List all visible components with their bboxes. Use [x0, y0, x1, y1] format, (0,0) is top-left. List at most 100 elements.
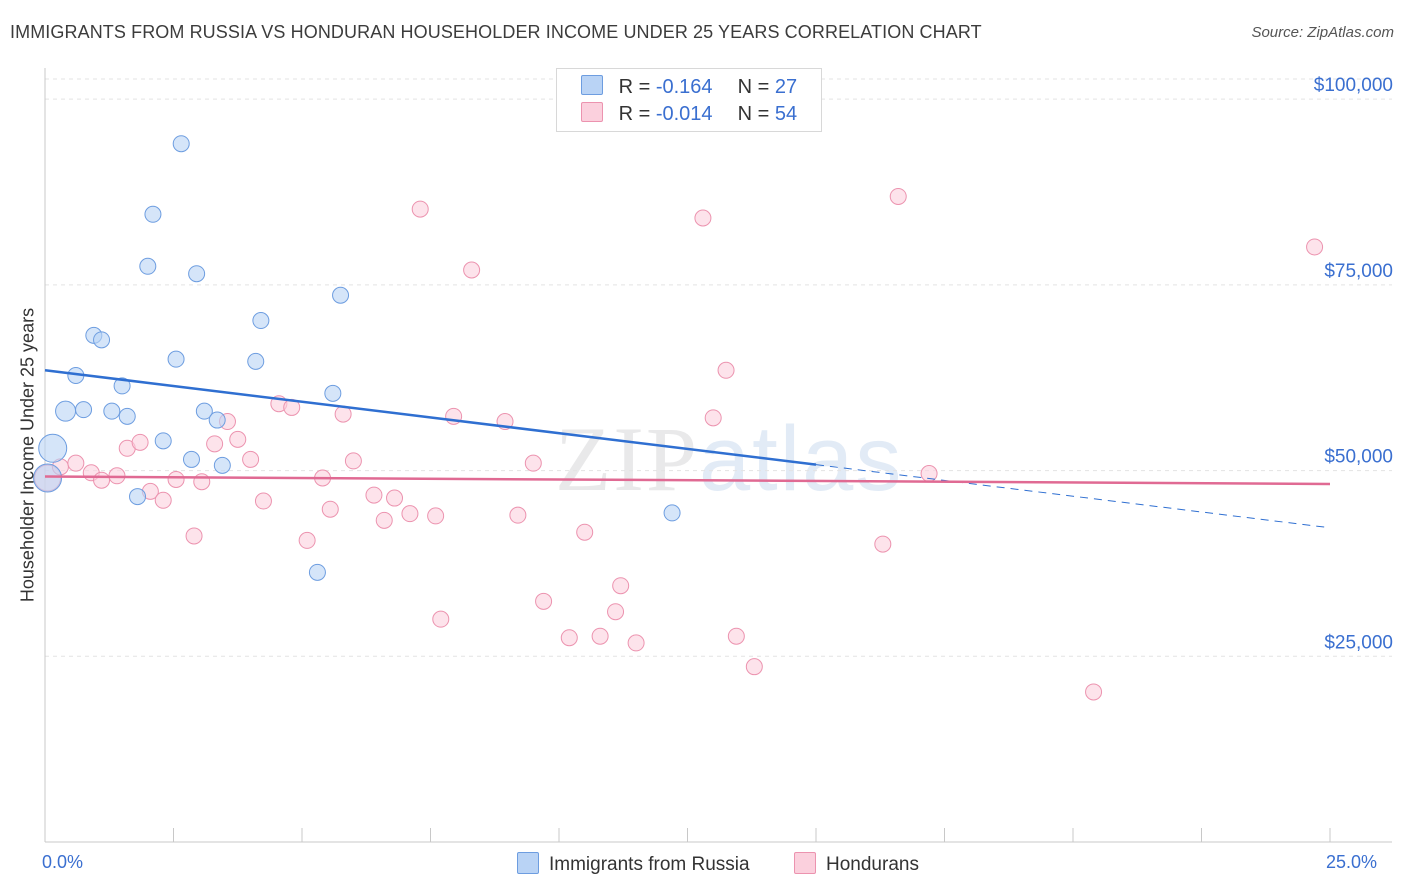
- russia-point: [129, 488, 147, 506]
- bottom-legend-honduran: Hondurans: [794, 852, 919, 876]
- bottom-russia-swatch: [517, 852, 539, 874]
- honduran-point: [524, 454, 542, 472]
- honduran-point: [229, 430, 247, 448]
- chart-title: IMMIGRANTS FROM RUSSIA VS HONDURAN HOUSE…: [10, 22, 982, 42]
- russia-point: [154, 432, 172, 450]
- russia-point: [103, 402, 121, 420]
- honduran-point: [375, 511, 393, 529]
- bottom-honduran-label: Hondurans: [826, 854, 919, 875]
- y-axis-label: Householder Income Under 25 years: [17, 307, 38, 603]
- honduran-point: [1085, 683, 1103, 701]
- y-tick-label: $50,000: [1324, 447, 1393, 468]
- russia-point: [195, 402, 213, 420]
- honduran-point: [1306, 238, 1324, 256]
- honduran-point: [154, 491, 172, 509]
- russia-trend-dashed: [815, 464, 1331, 529]
- russia-point: [213, 456, 231, 474]
- honduran-point: [206, 435, 224, 453]
- honduran-point: [131, 433, 149, 451]
- honduran-point: [745, 658, 763, 676]
- honduran-point: [509, 506, 527, 524]
- honduran-point: [185, 527, 203, 545]
- honduran-point: [167, 470, 185, 488]
- honduran-point: [254, 492, 272, 510]
- russia-point: [93, 331, 111, 349]
- russia-n-label: N =: [737, 76, 775, 98]
- russia-point: [139, 257, 157, 275]
- russia-point: [167, 350, 185, 368]
- russia-point: [324, 384, 342, 402]
- honduran-point: [93, 471, 111, 489]
- honduran-point: [463, 261, 481, 279]
- russia-point: [663, 504, 681, 522]
- russia-point: [113, 377, 131, 395]
- honduran-point: [727, 627, 745, 645]
- honduran-point: [432, 610, 450, 628]
- legend-row-russia: R = -0.164 N = 27: [581, 75, 797, 101]
- watermark-zip: ZIP: [555, 408, 699, 510]
- russia-point: [332, 286, 350, 304]
- russia-point: [33, 463, 63, 493]
- honduran-point: [365, 486, 383, 504]
- russia-point: [208, 411, 226, 429]
- honduran-point: [612, 577, 630, 595]
- russia-point: [118, 407, 136, 425]
- honduran-point: [193, 473, 211, 491]
- russia-r-label: R =: [618, 76, 656, 98]
- honduran-trend-line: [44, 475, 1331, 486]
- russia-point: [308, 563, 326, 581]
- watermark: ZIPatlas: [555, 408, 903, 510]
- honduran-n-value: 54: [774, 103, 798, 125]
- honduran-point: [704, 409, 722, 427]
- honduran-point: [576, 523, 594, 541]
- russia-point: [188, 265, 206, 283]
- russia-point: [75, 401, 93, 419]
- honduran-point: [298, 531, 316, 549]
- honduran-point: [401, 505, 419, 523]
- russia-point: [172, 135, 190, 153]
- russia-n-value: 27: [774, 76, 798, 98]
- russia-point: [252, 312, 270, 330]
- watermark-atlas: atlas: [699, 408, 903, 510]
- correlation-legend: R = -0.164 N = 27 R = -0.014 N = 54: [556, 68, 822, 132]
- honduran-r-value: -0.014: [655, 103, 713, 125]
- honduran-point: [627, 634, 645, 652]
- bottom-russia-label: Immigrants from Russia: [549, 854, 750, 875]
- bottom-honduran-swatch: [794, 852, 816, 874]
- honduran-point: [321, 500, 339, 518]
- russia-point: [247, 352, 265, 370]
- russia-point: [144, 205, 162, 223]
- russia-trend-line: [44, 369, 817, 466]
- y-tick-label: $100,000: [1314, 75, 1393, 96]
- honduran-point: [560, 629, 578, 647]
- honduran-point: [607, 603, 625, 621]
- honduran-point: [67, 454, 85, 472]
- russia-point: [55, 400, 77, 422]
- legend-row-honduran: R = -0.014 N = 54: [581, 102, 797, 128]
- honduran-point: [242, 450, 260, 468]
- honduran-point: [427, 507, 445, 525]
- source-label: Source: ZipAtlas.com: [1251, 24, 1394, 41]
- y-tick-label: $75,000: [1324, 261, 1393, 282]
- russia-point: [38, 433, 68, 463]
- x-tick-label-min: 0.0%: [42, 852, 84, 872]
- honduran-point: [717, 361, 735, 379]
- honduran-point: [591, 627, 609, 645]
- honduran-point: [694, 209, 712, 227]
- y-tick-label: $25,000: [1324, 632, 1393, 653]
- honduran-point: [535, 592, 553, 610]
- honduran-n-label: N =: [737, 103, 775, 125]
- bottom-legend-russia: Immigrants from Russia: [517, 852, 750, 876]
- russia-swatch: [581, 75, 603, 95]
- honduran-point: [874, 535, 892, 553]
- x-tick-label-max: 25.0%: [1326, 852, 1378, 872]
- honduran-point: [889, 187, 907, 205]
- honduran-point: [344, 452, 362, 470]
- russia-r-value: -0.164: [655, 76, 713, 98]
- honduran-swatch: [581, 102, 603, 122]
- honduran-r-label: R =: [618, 103, 656, 125]
- russia-point: [182, 450, 200, 468]
- honduran-point: [386, 489, 404, 507]
- honduran-point: [411, 200, 429, 218]
